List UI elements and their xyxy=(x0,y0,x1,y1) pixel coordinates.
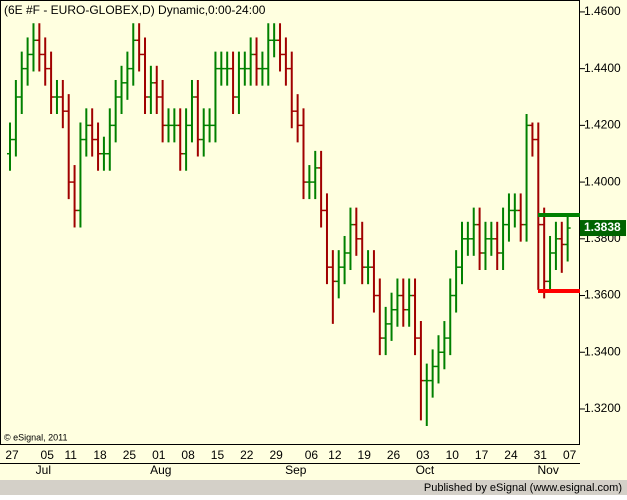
x-tick-label: 19 xyxy=(358,448,372,462)
plot-frame xyxy=(0,0,580,445)
y-tick-label: 1.3200 xyxy=(584,401,621,415)
x-tick-label: 08 xyxy=(181,448,195,462)
background xyxy=(0,0,627,480)
y-tick-label: 1.4000 xyxy=(584,174,621,188)
month-label: Oct xyxy=(416,463,435,477)
footer-bar xyxy=(0,480,627,495)
x-tick-label: 31 xyxy=(534,448,548,462)
last-price-box xyxy=(580,220,626,237)
y-tick-label: 1.4200 xyxy=(584,118,621,132)
x-tick-label: 18 xyxy=(93,448,107,462)
x-tick-label: 12 xyxy=(328,448,342,462)
footer-text: Published by eSignal (www.esignal.com) xyxy=(424,482,622,494)
y-tick-label: 1.3400 xyxy=(584,344,621,358)
x-tick-label: 03 xyxy=(416,448,430,462)
month-label: Sep xyxy=(285,463,307,477)
x-tick-label: 22 xyxy=(240,448,254,462)
copyright: © eSignal, 2011 xyxy=(4,432,68,442)
x-tick-label: 24 xyxy=(504,448,518,462)
x-tick-label: 06 xyxy=(305,448,319,462)
x-tick-label: 07 xyxy=(563,448,577,462)
month-label: Aug xyxy=(150,463,171,477)
x-tick-label: 01 xyxy=(152,448,166,462)
x-tick-label: 26 xyxy=(387,448,401,462)
x-tick-label: 05 xyxy=(41,448,55,462)
y-tick-label: 1.3600 xyxy=(584,288,621,302)
x-tick-label: 11 xyxy=(64,448,77,462)
x-tick-label: 29 xyxy=(269,448,283,462)
chart-title: (6E #F - EURO-GLOBEX,D) Dynamic,0:00-24:… xyxy=(4,3,266,17)
x-tick-label: 25 xyxy=(123,448,137,462)
x-tick-label: 27 xyxy=(5,448,19,462)
last-price-label: 1.3838 xyxy=(584,220,621,234)
month-label: Jul xyxy=(36,463,51,477)
y-tick-label: 1.4400 xyxy=(584,61,621,75)
month-label: Nov xyxy=(537,463,558,477)
x-tick-label: 10 xyxy=(446,448,460,462)
x-tick-label: 15 xyxy=(211,448,225,462)
y-tick-label: 1.4600 xyxy=(584,4,621,18)
x-tick-label: 17 xyxy=(475,448,489,462)
